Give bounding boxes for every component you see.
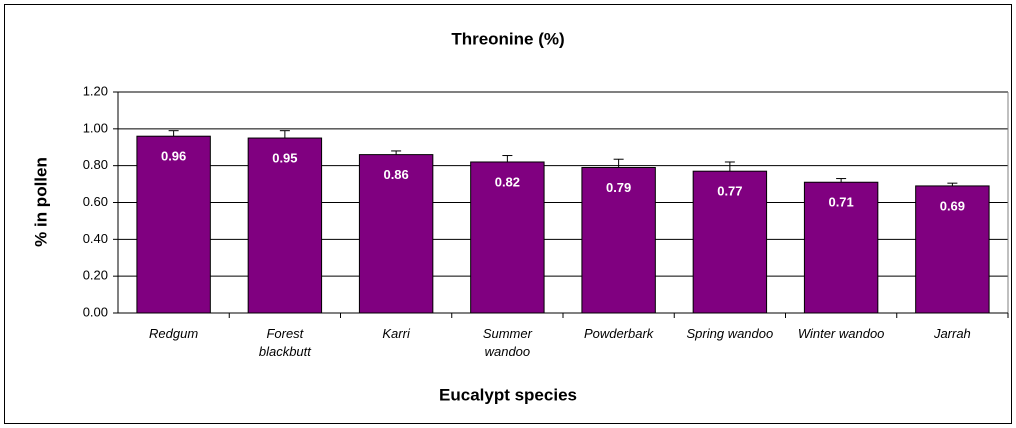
x-tick-label: Forest blackbutt: [258, 326, 311, 359]
x-tick-label: Redgum: [149, 326, 199, 341]
x-tick-label: Spring wandoo: [686, 326, 774, 341]
data-label: 0.69: [940, 198, 965, 213]
chart-title: Threonine (%): [451, 29, 564, 48]
data-label: 0.95: [272, 150, 297, 165]
data-label: 0.96: [161, 149, 186, 164]
x-tick-label: Powderbark: [583, 326, 654, 341]
x-tick-label: Summer wandoo: [482, 326, 532, 359]
bar: [915, 185, 990, 314]
y-tick-label: 1.00: [83, 120, 108, 135]
data-label: 0.82: [495, 174, 520, 189]
bar: [692, 170, 768, 314]
y-tick-label: 0.00: [83, 304, 108, 319]
bar: [470, 161, 545, 314]
x-tick-label: Winter wandoo: [797, 326, 885, 341]
y-tick-label: 0.40: [83, 231, 108, 246]
data-label: 0.86: [383, 167, 408, 182]
y-tick-label: 0.20: [83, 268, 108, 283]
y-tick-label: 1.20: [83, 83, 108, 98]
data-label: 0.77: [717, 184, 742, 199]
x-axis-label: Eucalypt species: [439, 385, 577, 404]
bar: [581, 167, 656, 314]
data-label: 0.71: [828, 195, 853, 210]
x-tick-label: Karri: [382, 326, 410, 341]
y-tick-label: 0.80: [83, 157, 108, 172]
y-axis-label: % in pollen: [31, 157, 50, 247]
bar: [247, 137, 323, 314]
data-label: 0.79: [606, 180, 631, 195]
y-tick-label: 0.60: [83, 194, 108, 209]
x-tick-label: Jarrah: [933, 326, 971, 341]
